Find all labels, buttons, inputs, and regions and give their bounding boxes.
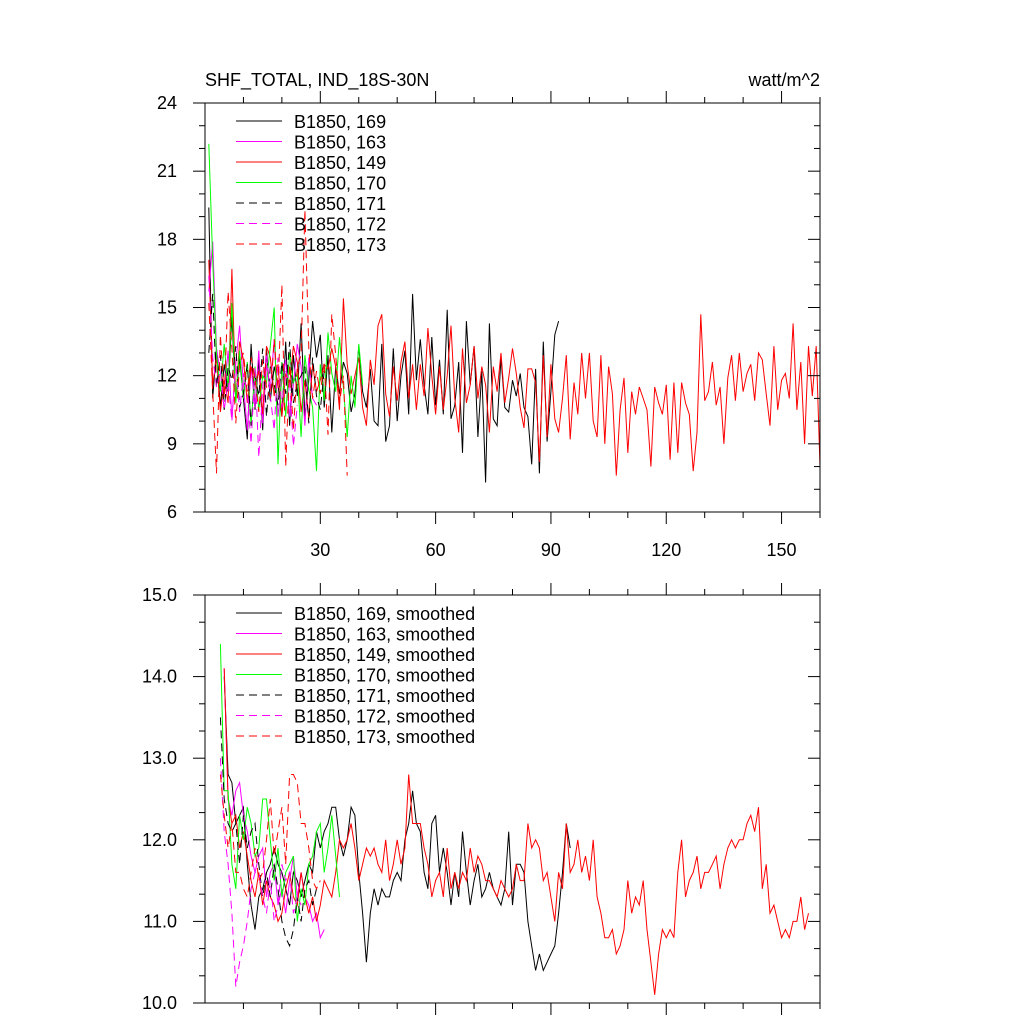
y-tick-label: 15.0	[142, 585, 177, 605]
chart-panel-top: SHF_TOTAL, IND_18S-30N watt/m^2 6 9 12 15 18 21…	[157, 70, 821, 560]
y-tick-label: 14.0	[142, 667, 177, 687]
y-tick-label: 10.0	[142, 993, 177, 1013]
y-tick-label: 12	[157, 366, 177, 386]
x-tick-label: 90	[541, 540, 561, 560]
legend-label: B1850, 171, smoothed	[294, 686, 475, 706]
x-tick-label: 60	[426, 540, 446, 560]
legend-label: B1850, 163, smoothed	[294, 625, 475, 645]
legend-label: B1850, 169, smoothed	[294, 604, 475, 624]
series-line-b1850-171	[208, 293, 325, 426]
y-tick-label: 12.0	[142, 830, 177, 850]
legend-label: B1850, 163	[294, 133, 386, 153]
series-line-b1850-149	[208, 259, 820, 476]
y-tick-label: 9	[167, 434, 177, 454]
legend-label: B1850, 170, smoothed	[294, 666, 475, 686]
y-tick-label: 21	[157, 161, 177, 181]
series-line-b1850-149-smoothed	[223, 668, 809, 995]
chart-units: watt/m^2	[748, 70, 820, 90]
series-group	[208, 143, 820, 483]
legend-label: B1850, 172, smoothed	[294, 707, 475, 727]
chart-title: SHF_TOTAL, IND_18S-30N	[205, 70, 429, 91]
legend-label: B1850, 172	[294, 215, 386, 235]
legend-label: B1850, 149	[294, 153, 386, 173]
series-line-b1850-173-smoothed	[219, 774, 321, 899]
x-tick-label: 150	[767, 540, 797, 560]
legend-label: B1850, 169	[294, 112, 386, 132]
y-tick-label: 6	[167, 502, 177, 522]
x-tick-label: 120	[651, 540, 681, 560]
series-group	[219, 643, 809, 995]
y-tick-label: 13.0	[142, 748, 177, 768]
series-line-b1850-169-smoothed	[223, 676, 571, 972]
legend-label: B1850, 173	[294, 235, 386, 255]
x-tick-label: 30	[310, 540, 330, 560]
y-tick-label: 15	[157, 298, 177, 318]
y-tick-label: 24	[157, 93, 177, 113]
y-tick-label: 18	[157, 229, 177, 249]
legend-label: B1850, 149, smoothed	[294, 645, 475, 665]
legend-label: B1850, 170	[294, 174, 386, 194]
series-line-b1850-171-smoothed	[219, 717, 317, 948]
chart-panel-bottom: 10.0 11.0 12.0 13.0 14.0 15.0 B1850, 169, smoo…	[142, 583, 821, 1015]
y-tick-label: 11.0	[143, 911, 177, 931]
legend-label: B1850, 171	[294, 194, 386, 214]
series-line-b1850-172	[208, 275, 298, 458]
series-line-b1850-173	[208, 209, 348, 476]
series-line-b1850-170-smoothed	[219, 643, 340, 922]
legend-label: B1850, 173, smoothed	[294, 727, 475, 747]
series-line-b1850-163	[208, 241, 317, 431]
